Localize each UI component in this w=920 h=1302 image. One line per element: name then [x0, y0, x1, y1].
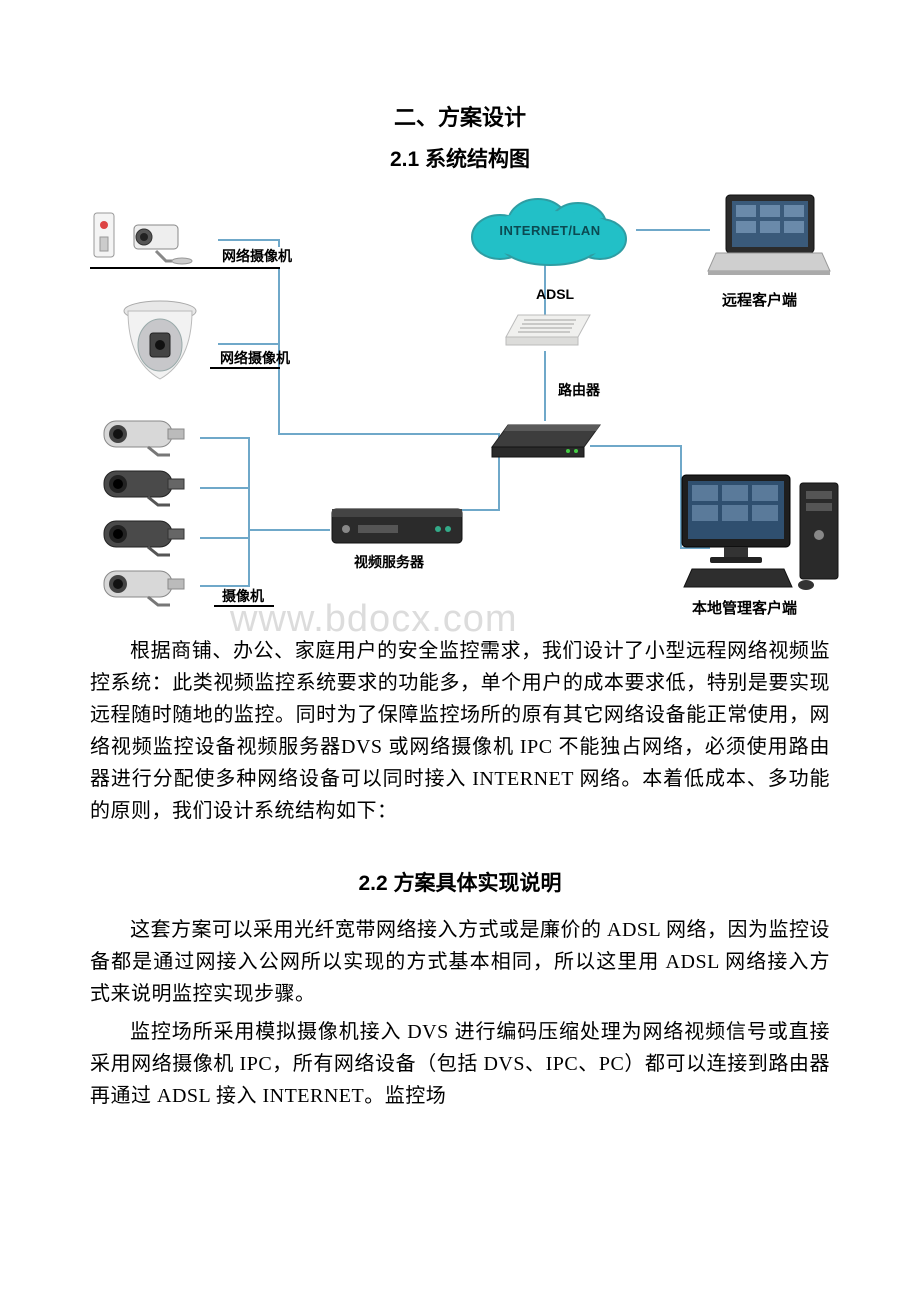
- subheading-2-1: 2.1 系统结构图: [90, 143, 830, 177]
- section-heading: 二、方案设计: [90, 100, 830, 135]
- adsl-modem: [498, 307, 598, 363]
- analog-camera-4: [98, 561, 202, 619]
- cloud-node: INTERNET/LAN: [460, 195, 640, 267]
- cloud-label: INTERNET/LAN: [460, 221, 640, 242]
- local-label: 本地管理客户端: [692, 597, 797, 621]
- paragraph-3: 监控场所采用模拟摄像机接入 DVS 进行编码压缩处理为网络视频信号或直接采用网络…: [90, 1016, 830, 1112]
- local-client: [676, 465, 844, 605]
- router-node: [486, 415, 606, 475]
- paragraph-2: 这套方案可以采用光纤宽带网络接入方式或是廉价的 ADSL 网络，因为监控设备都是…: [90, 914, 830, 1010]
- paragraph-1: 根据商铺、办公、家庭用户的安全监控需求，我们设计了小型远程网络视频监控系统：此类…: [90, 635, 830, 827]
- ip-camera-2: [110, 297, 210, 397]
- remote-label: 远程客户端: [722, 289, 797, 313]
- subheading-2-2: 2.2 方案具体实现说明: [90, 867, 830, 901]
- router-label: 路由器: [558, 381, 600, 403]
- system-structure-diagram: INTERNET/LAN 网络摄像机 网络摄像机: [90, 189, 830, 629]
- adsl-label: ADSL: [536, 283, 574, 305]
- dvs-label: 视频服务器: [354, 553, 424, 575]
- remote-client: [706, 189, 832, 293]
